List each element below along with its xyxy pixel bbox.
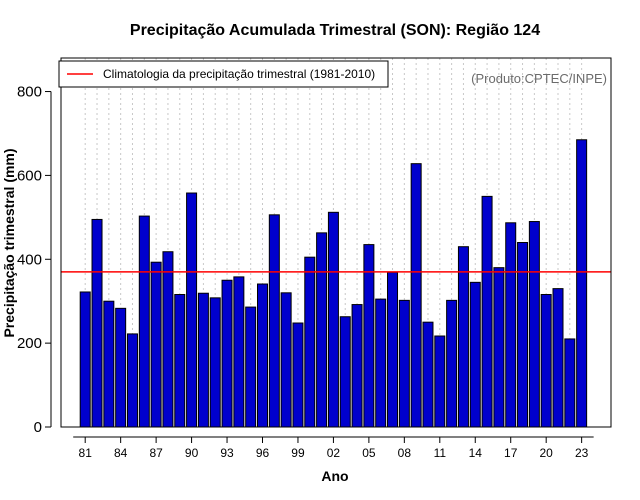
x-tick-label: 90 (185, 446, 199, 460)
bar-17 (505, 222, 517, 428)
bar-99 (292, 322, 304, 428)
x-axis-label: Ano (321, 468, 348, 484)
bar-04 (351, 304, 363, 428)
y-tick-label: 400 (17, 251, 42, 268)
bar-21 (552, 288, 564, 428)
chart-title: Precipitação Acumulada Trimestral (SON):… (130, 22, 540, 39)
y-axis: 0 200 400 600 800 (17, 84, 52, 436)
bar-01 (316, 232, 328, 428)
bar-07 (387, 271, 399, 428)
x-tick-label: 05 (362, 446, 376, 460)
bar-15 (481, 195, 493, 428)
bar-00 (304, 256, 316, 428)
x-tick-label: 81 (79, 446, 93, 460)
x-axis: 81 84 87 90 93 96 99 02 05 08 11 14 17 20 23 (73, 436, 594, 460)
bar-08 (398, 299, 410, 428)
bar-14 (469, 281, 481, 428)
bar-93 (221, 279, 233, 428)
x-tick-label: 20 (540, 446, 554, 460)
bar-84 (115, 307, 127, 428)
bar-97 (268, 214, 280, 428)
bar-12 (446, 299, 458, 428)
bar-96 (257, 283, 268, 428)
bar-16 (493, 267, 505, 428)
bar-90 (186, 192, 198, 428)
legend: Climatologia da precipitação trimestral … (58, 60, 389, 88)
x-tick-label: 84 (114, 446, 128, 460)
bar-98 (280, 292, 292, 428)
bar-02 (327, 211, 339, 428)
source-note: (Produto:CPTEC/INPE) (471, 71, 607, 86)
bar-03 (339, 316, 351, 428)
bar-89 (174, 293, 186, 428)
x-tick-label: 08 (398, 446, 412, 460)
x-tick-label: 14 (469, 446, 483, 460)
gridlines (84, 58, 583, 427)
y-tick-label: 600 (17, 167, 42, 184)
legend-label: Climatologia da precipitação trimestral … (103, 67, 375, 81)
bar-20 (540, 293, 552, 428)
bar-86 (138, 215, 150, 428)
bar-91 (197, 292, 209, 428)
x-tick-label: 23 (575, 446, 589, 460)
legend-box (58, 60, 389, 88)
x-tick-label: 02 (327, 446, 341, 460)
bar-10 (422, 321, 434, 428)
bar-94 (233, 276, 245, 428)
x-tick-label: 93 (220, 446, 234, 460)
bar-82 (91, 218, 103, 428)
x-tick-label: 17 (504, 446, 518, 460)
bar-23 (576, 139, 588, 428)
bar-92 (209, 297, 221, 428)
bar-83 (103, 300, 115, 428)
x-tick-label: 96 (256, 446, 270, 460)
x-tick-label: 87 (149, 446, 163, 460)
y-tick-label: 0 (34, 419, 42, 436)
bar-13 (457, 246, 469, 428)
bar-09 (410, 163, 422, 428)
bar-18 (517, 242, 529, 428)
bar-85 (126, 333, 138, 428)
x-tick-label: 99 (291, 446, 305, 460)
bar-81 (79, 291, 91, 428)
bar-95 (245, 306, 257, 428)
y-tick-label: 800 (17, 84, 42, 101)
bar-22 (564, 338, 576, 428)
bars (79, 139, 588, 428)
bar-19 (528, 221, 540, 428)
y-axis-label: Precipitação trimestral (mm) (1, 148, 17, 337)
bar-06 (375, 298, 387, 428)
bar-88 (162, 251, 174, 428)
x-tick-label: 11 (434, 446, 447, 460)
bar-11 (434, 335, 446, 428)
y-tick-label: 200 (17, 335, 42, 352)
bar-87 (150, 261, 162, 428)
plot-frame (60, 57, 612, 428)
